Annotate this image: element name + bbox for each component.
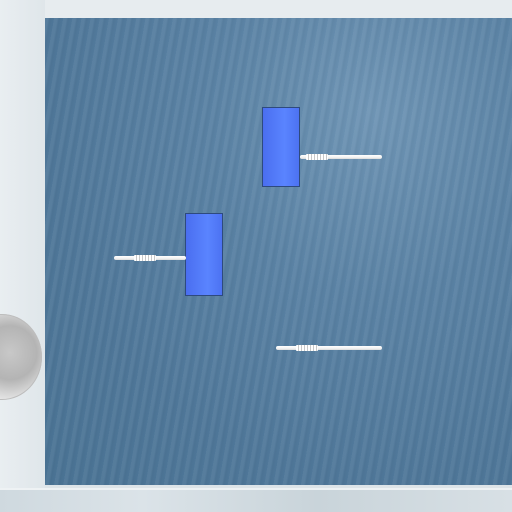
pin-upper-right[interactable] xyxy=(300,154,382,160)
pin-grip-icon xyxy=(306,154,328,160)
top-wall xyxy=(45,0,512,18)
wood-board xyxy=(45,18,512,485)
left-wall xyxy=(0,0,45,488)
pin-lower-right[interactable] xyxy=(276,345,382,351)
upper-blue-block[interactable] xyxy=(262,107,300,187)
pin-left[interactable] xyxy=(114,255,186,261)
pin-grip-icon xyxy=(296,345,318,351)
pin-grip-icon xyxy=(134,255,156,261)
floor xyxy=(0,488,512,512)
lower-blue-block[interactable] xyxy=(185,213,223,296)
